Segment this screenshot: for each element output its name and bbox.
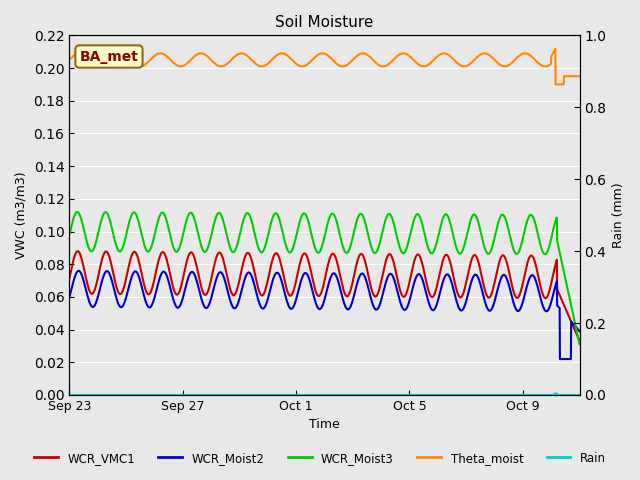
Title: Soil Moisture: Soil Moisture	[275, 15, 374, 30]
Legend: WCR_VMC1, WCR_Moist2, WCR_Moist3, Theta_moist, Rain: WCR_VMC1, WCR_Moist2, WCR_Moist3, Theta_…	[29, 447, 611, 469]
Y-axis label: Rain (mm): Rain (mm)	[612, 182, 625, 248]
Y-axis label: VWC (m3/m3): VWC (m3/m3)	[15, 171, 28, 259]
Text: BA_met: BA_met	[79, 49, 138, 63]
X-axis label: Time: Time	[309, 419, 340, 432]
